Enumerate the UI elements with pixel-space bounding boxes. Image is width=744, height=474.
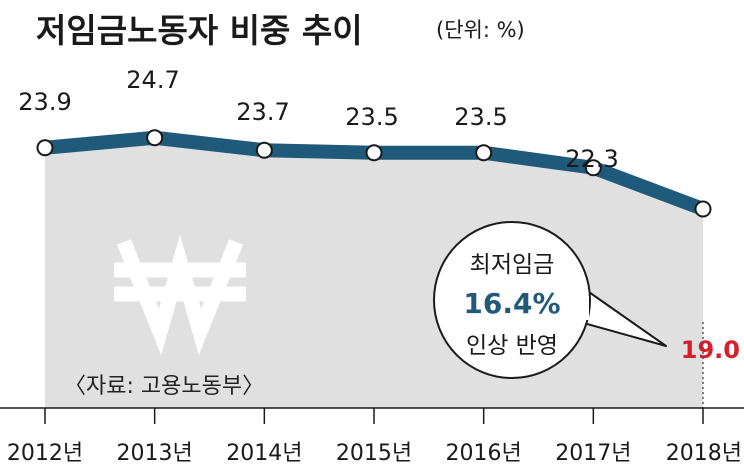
- x-tick-label-2017년: 2017년: [555, 441, 631, 466]
- won-sign-icon: [114, 234, 246, 356]
- source-note: 〈자료: 고용노동부〉: [64, 374, 265, 399]
- data-point-2018년: [694, 200, 712, 218]
- value-label-2016년: 23.5: [454, 103, 507, 131]
- x-tick-label-2012년: 2012년: [7, 441, 83, 466]
- callout-line-3: 인상 반영: [466, 333, 558, 359]
- x-tick-label-2015년: 2015년: [336, 441, 412, 466]
- value-label-2018년: 19.0: [681, 336, 740, 364]
- value-label-2013년: 24.7: [126, 66, 179, 94]
- callout-line-2: 16.4%: [463, 287, 560, 320]
- data-point-2017년: [584, 159, 602, 177]
- x-tick-label-2013년: 2013년: [117, 441, 193, 466]
- callout-line-1: 최저임금: [470, 252, 555, 278]
- x-tick-label-2016년: 2016년: [446, 441, 522, 466]
- x-tick-label-2014년: 2014년: [226, 441, 302, 466]
- value-label-2015년: 23.5: [345, 103, 398, 131]
- callout-tail: [579, 289, 667, 347]
- value-label-2012년: 23.9: [18, 88, 71, 116]
- x-tick-label-2018년: 2018년: [666, 441, 742, 466]
- callout-bubble: [433, 221, 591, 379]
- value-label-2014년: 23.7: [236, 98, 289, 126]
- data-point-2016년: [475, 144, 493, 162]
- value-label-2017년: 22.3: [565, 145, 618, 173]
- data-point-2012년: [36, 139, 54, 157]
- data-point-2015년: [365, 144, 383, 162]
- data-point-2014년: [255, 141, 273, 159]
- callout-joint: [575, 296, 589, 320]
- chart-title: 저임금노동자 비중 추이: [36, 11, 363, 50]
- chart-unit: (단위: %): [436, 18, 525, 42]
- data-point-2013년: [146, 129, 164, 147]
